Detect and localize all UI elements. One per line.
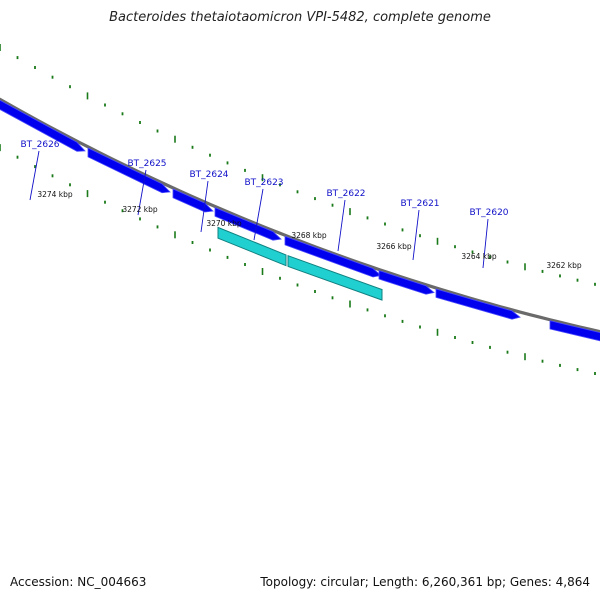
- forward-gene-arrow: [214, 206, 282, 241]
- gene-label[interactable]: BT_2620: [469, 208, 508, 218]
- scale-label: 3264 kbp: [461, 252, 497, 261]
- highlighted-gene-box: [217, 226, 287, 267]
- genome-backbone: [0, 97, 600, 334]
- scale-label: 3266 kbp: [376, 242, 412, 251]
- gene-label[interactable]: BT_2626: [20, 140, 59, 150]
- forward-gene-arrow: [87, 147, 171, 194]
- scale-label: 3274 kbp: [37, 190, 73, 199]
- gene-label-line: [29, 150, 40, 201]
- gene-label[interactable]: BT_2621: [400, 199, 439, 209]
- gene-label-line: [412, 209, 420, 261]
- scale-label: 3262 kbp: [546, 261, 582, 270]
- scale-label: 3268 kbp: [291, 231, 327, 240]
- map-title: Bacteroides thetaiotaomicron VPI-5482, c…: [109, 10, 491, 25]
- gene-label-line: [337, 199, 346, 252]
- highlighted-gene-box: [287, 254, 383, 301]
- gene-label-lines: [29, 150, 489, 269]
- forward-gene-arrow: [435, 288, 521, 320]
- gene-track: [0, 99, 600, 342]
- gene-label[interactable]: BT_2624: [189, 170, 228, 180]
- genome-summary-text: Topology: circular; Length: 6,260,361 bp…: [260, 575, 590, 589]
- accession-text: Accession: NC_004663: [10, 575, 147, 589]
- backbone-line: [0, 97, 600, 334]
- forward-gene-arrow: [378, 270, 435, 295]
- gene-label-line: [253, 188, 264, 241]
- forward-gene-arrow: [284, 235, 382, 278]
- outer-tick-track: [0, 144, 596, 375]
- gene-label[interactable]: BT_2622: [326, 189, 365, 199]
- inner-tick-track: [0, 44, 596, 286]
- gene-label-line: [137, 169, 147, 216]
- scale-label: 3272 kbp: [122, 205, 158, 214]
- gene-labels: BT_2626 BT_2625 BT_2624 BT_2623 BT_2622 BT_26…: [20, 140, 508, 218]
- scale-labels: 3274 kbp 3272 kbp 3270 kbp 3268 kbp 3266 kbp…: [37, 190, 582, 270]
- gene-label[interactable]: BT_2623: [244, 178, 283, 188]
- gene-label-line: [482, 218, 489, 269]
- scale-label: 3270 kbp: [206, 219, 242, 228]
- forward-gene-arrow: [549, 320, 600, 342]
- forward-gene-arrow: [0, 99, 86, 152]
- gene-label[interactable]: BT_2625: [127, 159, 166, 169]
- forward-gene-arrow: [172, 188, 214, 213]
- gene-label-line: [200, 180, 209, 233]
